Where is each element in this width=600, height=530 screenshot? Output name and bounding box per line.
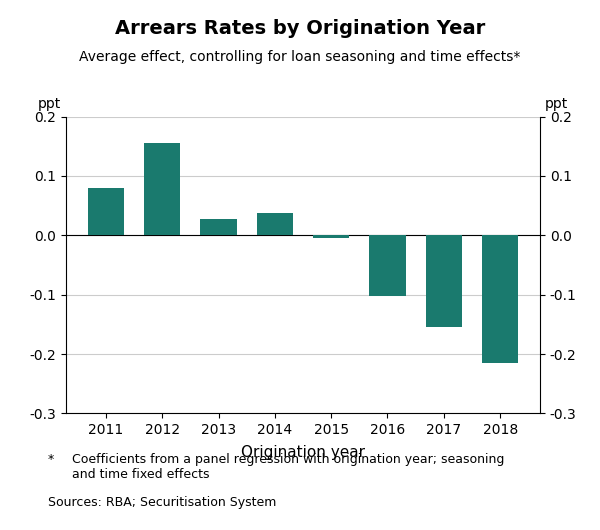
Bar [88, 188, 124, 235]
Bar [425, 235, 462, 328]
Bar [200, 219, 237, 235]
Text: Average effect, controlling for loan seasoning and time effects*: Average effect, controlling for loan sea… [79, 50, 521, 64]
Text: Sources: RBA; Securitisation System: Sources: RBA; Securitisation System [48, 496, 277, 509]
Text: ppt: ppt [38, 96, 61, 111]
Bar [482, 235, 518, 363]
X-axis label: Origination year: Origination year [241, 445, 365, 461]
Text: *: * [48, 453, 54, 466]
Bar [144, 143, 181, 235]
Bar [313, 235, 349, 238]
Text: Coefficients from a panel regression with origination year; seasoning
and time f: Coefficients from a panel regression wit… [72, 453, 505, 481]
Text: ppt: ppt [545, 96, 568, 111]
Bar [369, 235, 406, 296]
Text: Arrears Rates by Origination Year: Arrears Rates by Origination Year [115, 19, 485, 38]
Bar [257, 213, 293, 235]
